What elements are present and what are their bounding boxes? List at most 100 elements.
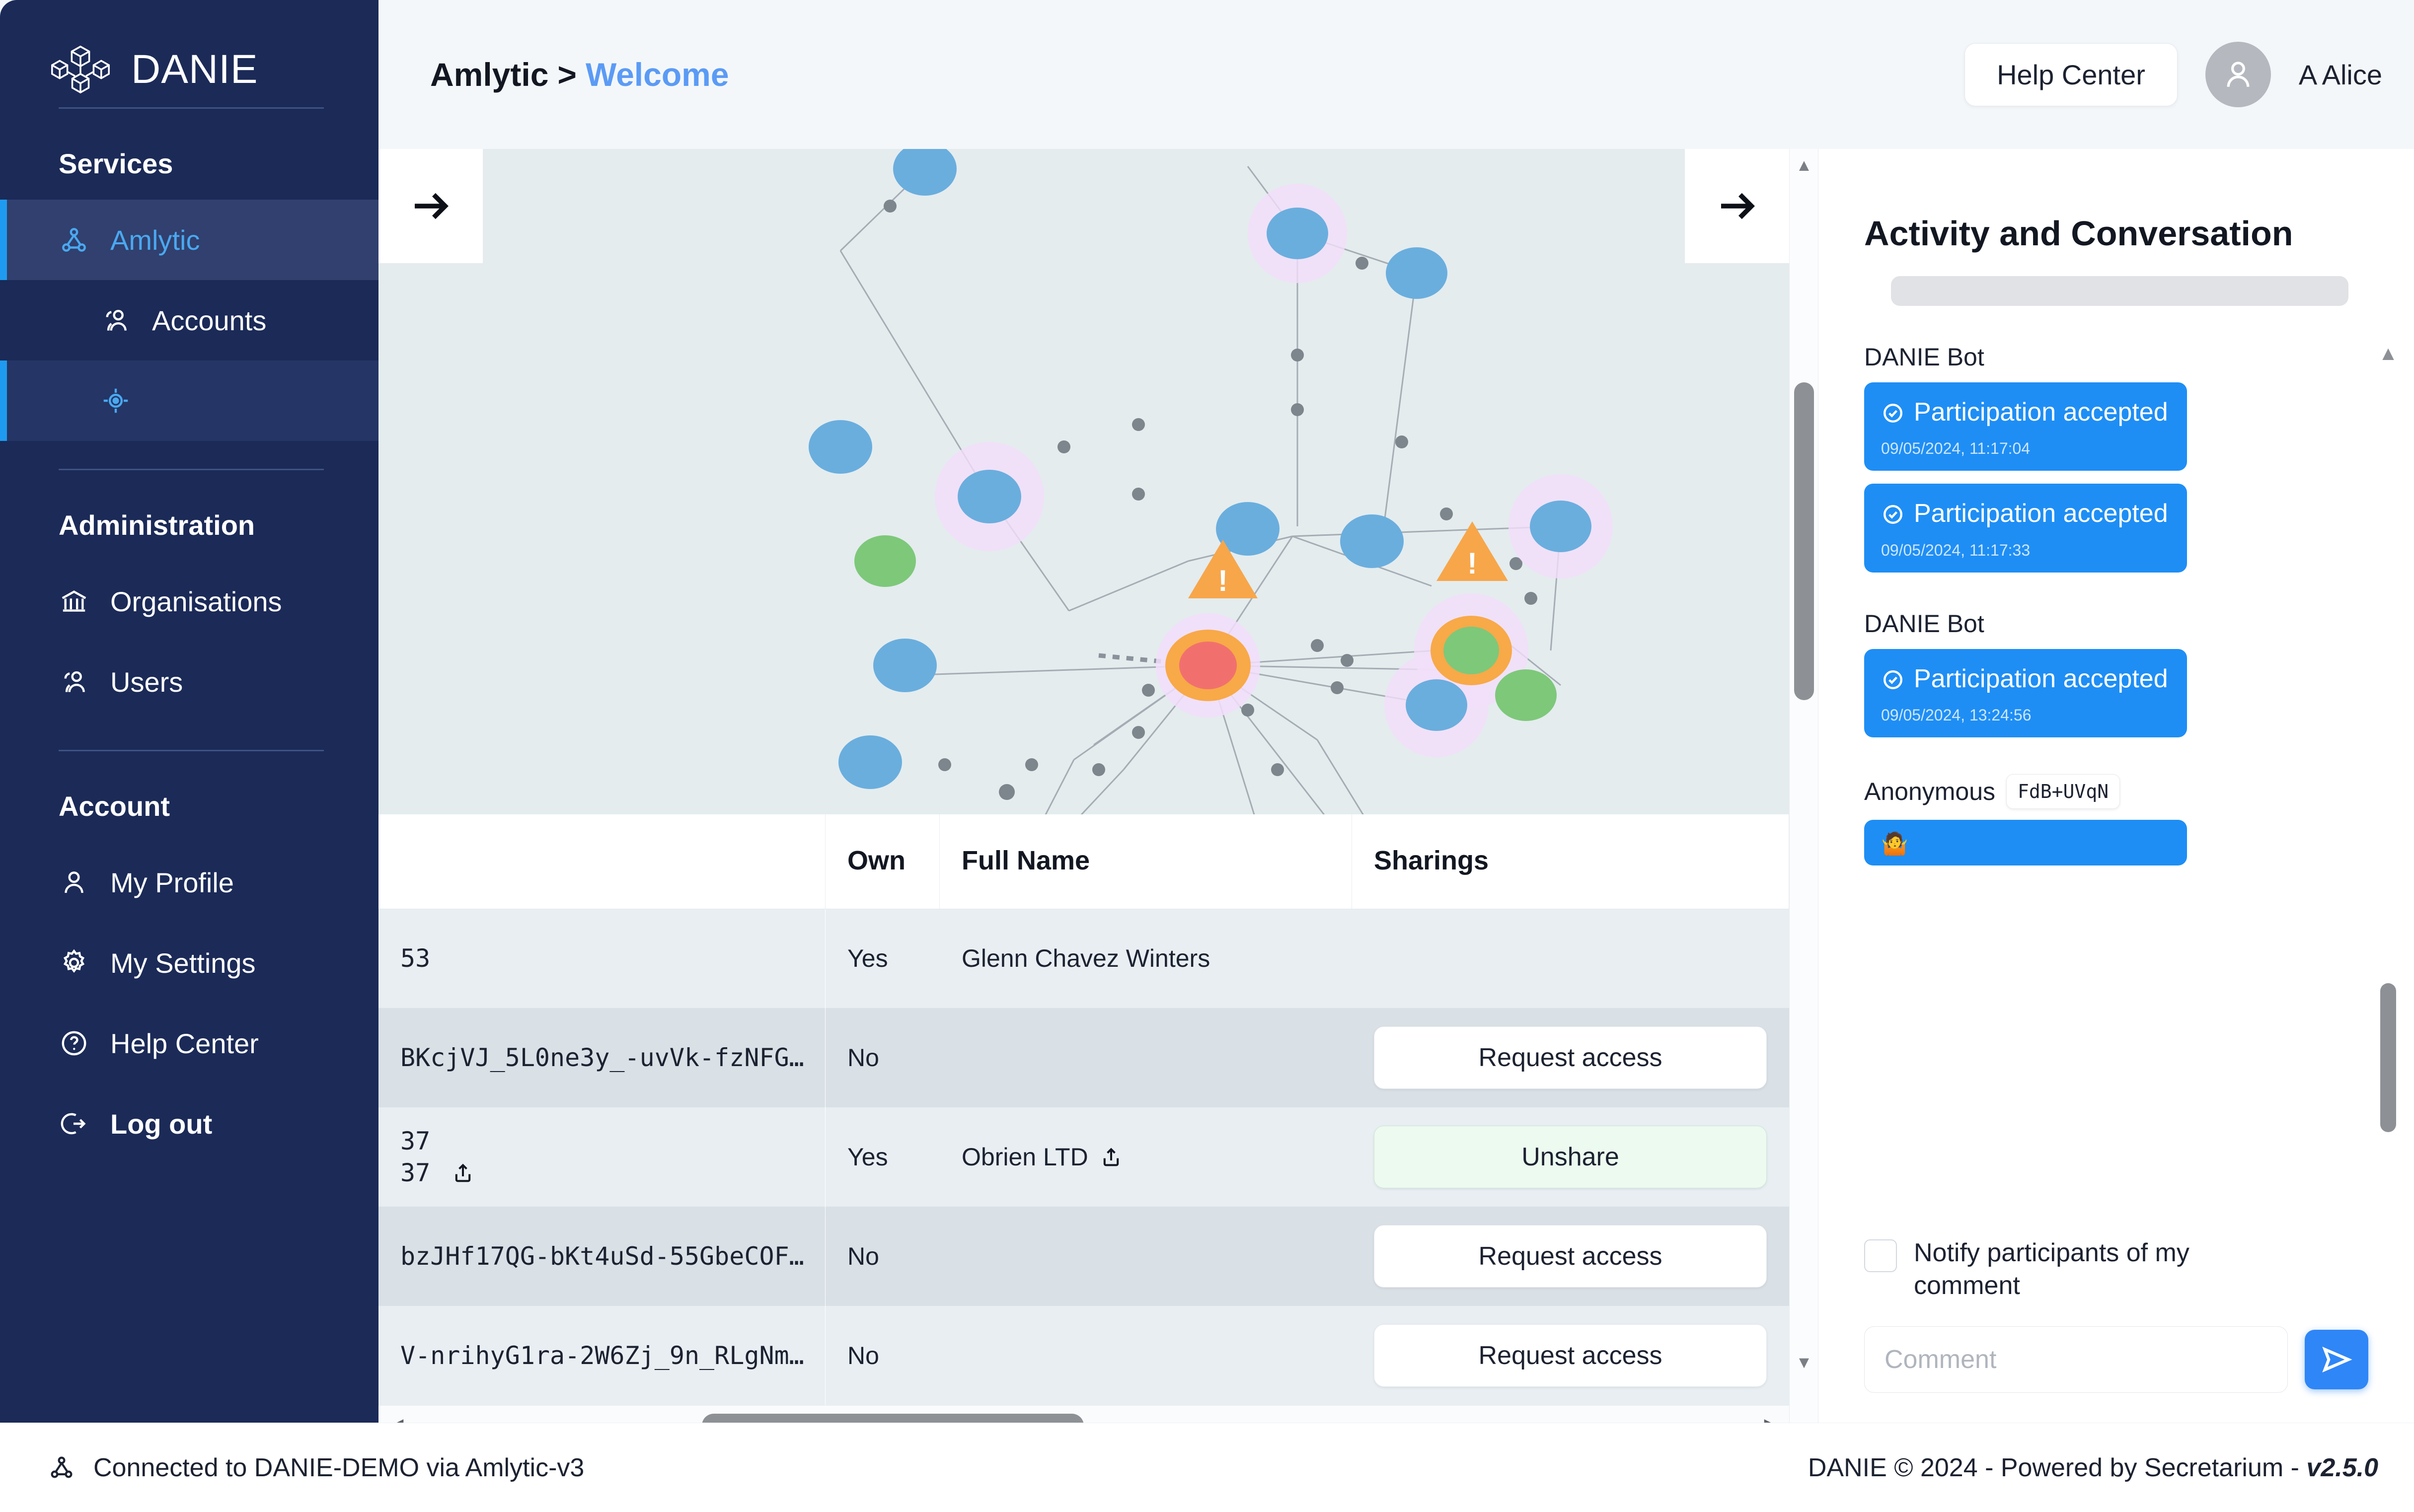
hscroll-thumb[interactable]	[701, 1414, 1084, 1423]
breadcrumb-parent[interactable]: Amlytic	[430, 56, 549, 93]
target-icon	[99, 384, 132, 417]
cell-own: No	[825, 1306, 940, 1405]
graph-panel[interactable]: ! !	[378, 149, 1789, 814]
message-text: Participation accepted	[1914, 499, 2168, 528]
share-icon[interactable]	[451, 1160, 475, 1186]
sidebar-item-my-settings[interactable]: My Settings	[0, 923, 378, 1003]
message-bubble[interactable]: Participation accepted 09/05/2024, 13:24…	[1864, 648, 2187, 738]
request-access-button[interactable]: Request access	[1374, 1026, 1767, 1089]
user-name[interactable]: A Alice	[2298, 59, 2382, 90]
sidebar-item-users[interactable]: Users	[0, 642, 378, 722]
gear-icon	[58, 946, 90, 979]
column-header-full-name[interactable]: Full Name	[939, 814, 1352, 909]
message-bubble[interactable]: Participation accepted 09/05/2024, 11:17…	[1864, 484, 2187, 573]
sidebar-item-label: My Settings	[110, 947, 256, 979]
sidebar-section-administration-title: Administration	[59, 509, 255, 541]
cell-full-name	[939, 1008, 1352, 1107]
message-bubble[interactable]: Participation accepted 09/05/2024, 11:17…	[1864, 382, 2187, 471]
cell-full-name	[939, 1207, 1352, 1306]
activity-scroll-thumb[interactable]	[2380, 983, 2396, 1132]
message-timestamp: 09/05/2024, 11:17:33	[1881, 541, 2031, 559]
send-comment-button[interactable]	[2305, 1330, 2368, 1389]
scroll-up-icon[interactable]: ▲	[2378, 343, 2398, 364]
activity-panel: Activity and Conversation DANIE Bot Pa	[1818, 149, 2414, 1423]
table-row[interactable]: 53 Yes Glenn Chavez Winters	[378, 909, 1789, 1008]
graph-next-button[interactable]	[1685, 149, 1789, 263]
cell-id: BKcjVJ_5L0ne3y_-uvVk-fzNFG…	[378, 1008, 826, 1107]
sidebar-nav-services: Amlytic Accounts	[0, 200, 378, 441]
share-icon[interactable]	[1099, 1144, 1123, 1170]
request-access-button[interactable]: Request access	[1374, 1324, 1767, 1387]
sidebar-item-amlytic[interactable]: Amlytic	[0, 200, 378, 280]
request-access-button[interactable]: Request access	[1374, 1225, 1767, 1288]
graph-prev-button[interactable]	[378, 149, 483, 263]
cell-sharings: Request access	[1352, 1306, 1789, 1405]
message-group: Anonymous FdB+UVqN 🤷	[1864, 774, 2368, 866]
sidebar-item-organisations[interactable]: Organisations	[0, 561, 378, 642]
sidebar-item-target[interactable]	[0, 360, 378, 441]
cell-sharings: Request access	[1352, 1008, 1789, 1107]
activity-message-list[interactable]: DANIE Bot Participation accepted 09/05/2…	[1818, 253, 2414, 1215]
cell-id-line2: 37	[400, 1158, 431, 1187]
network-graph[interactable]: ! !	[378, 149, 1789, 814]
breadcrumb: Amlytic > Welcome	[430, 56, 729, 93]
help-center-button[interactable]: Help Center	[1964, 43, 2178, 106]
vscroll-thumb[interactable]	[1794, 382, 1814, 700]
sidebar-divider-3	[59, 750, 324, 751]
cell-own: Yes	[825, 1107, 940, 1207]
users-icon	[99, 304, 132, 337]
sidebar-nav-account: My Profile My Settings Help Center	[0, 842, 378, 1164]
body-row: DANIE Services Amlytic Accounts	[0, 0, 2414, 1423]
activity-vertical-scrollbar[interactable]: ▲	[2377, 343, 2399, 1155]
notify-participants-row: Notify participants of my comment	[1864, 1236, 2368, 1302]
column-header-own[interactable]: Own	[825, 814, 940, 909]
footer-version: v2.5.0	[2306, 1453, 2378, 1482]
sidebar-item-label: Accounts	[152, 304, 267, 336]
logout-icon	[58, 1107, 90, 1140]
table-row[interactable]: BKcjVJ_5L0ne3y_-uvVk-fzNFG… No Request a…	[378, 1008, 1789, 1107]
cell-own: No	[825, 1008, 940, 1107]
notify-participants-label: Notify participants of my comment	[1914, 1238, 2189, 1300]
cell-id-line1: 37	[400, 1127, 431, 1155]
sidebar-item-my-profile[interactable]: My Profile	[0, 842, 378, 923]
column-header-sharings[interactable]: Sharings	[1352, 814, 1789, 909]
sidebar-item-label: Help Center	[110, 1027, 259, 1059]
unshare-button[interactable]: Unshare	[1374, 1126, 1767, 1188]
main-area: Amlytic > Welcome Help Center A Alice	[378, 0, 2414, 1423]
scroll-right-icon[interactable]: ▶	[1754, 1406, 1789, 1423]
sidebar-item-label: Users	[110, 666, 183, 698]
message-bubble[interactable]: 🤷	[1864, 820, 2187, 866]
notify-participants-checkbox[interactable]	[1864, 1239, 1897, 1272]
scroll-down-icon[interactable]: ▼	[1796, 1353, 1812, 1372]
comment-input[interactable]	[1864, 1326, 2288, 1393]
table-horizontal-scrollbar[interactable]: ◀ ▶	[378, 1405, 1789, 1423]
message-group: DANIE Bot Participation accepted 09/05/2…	[1864, 343, 2368, 573]
sidebar-item-help-center[interactable]: Help Center	[0, 1003, 378, 1083]
hscroll-track[interactable]	[413, 1414, 1754, 1423]
breadcrumb-current: Welcome	[585, 56, 729, 93]
avatar[interactable]	[2205, 42, 2271, 107]
anonymous-id-chip: FdB+UVqN	[2006, 774, 2120, 809]
table-head: Own Full Name Sharings	[378, 814, 1789, 909]
comment-row	[1864, 1326, 2368, 1393]
cell-sharings: Request access	[1352, 1207, 1789, 1306]
cell-own: Yes	[825, 909, 940, 1008]
footer-copyright-text: DANIE © 2024 - Powered by Secretarium -	[1808, 1453, 2307, 1482]
table-body: 53 Yes Glenn Chavez Winters BKcjVJ_5L0ne…	[378, 909, 1789, 1405]
sidebar-item-accounts[interactable]: Accounts	[0, 280, 378, 360]
sidebar-section-services-title: Services	[59, 148, 173, 179]
footer-copyright: DANIE © 2024 - Powered by Secretarium - …	[1808, 1453, 2378, 1483]
activity-footer: Notify participants of my comment	[1818, 1215, 2414, 1423]
column-header-id[interactable]	[378, 814, 826, 909]
table-row[interactable]: 37 37	[378, 1107, 1789, 1207]
table-row[interactable]: V-nrihyG1ra-2W6Zj_9n_RLgNm… No Request a…	[378, 1306, 1789, 1405]
scroll-up-icon[interactable]: ▲	[1796, 155, 1812, 175]
content-vertical-scrollbar[interactable]: ▲ ▼	[1789, 149, 1818, 1423]
table-row[interactable]: bzJHf17QG-bKt4uSd-55GbeCOF… No Request a…	[378, 1207, 1789, 1306]
cell-id: 37 37	[378, 1107, 826, 1207]
sidebar-item-log-out[interactable]: Log out	[0, 1083, 378, 1164]
scroll-left-icon[interactable]: ◀	[378, 1406, 413, 1423]
cell-sharings	[1352, 909, 1789, 1008]
sidebar-item-label: Organisations	[110, 585, 282, 617]
footer: Connected to DANIE-DEMO via Amlytic-v3 D…	[0, 1423, 2414, 1512]
